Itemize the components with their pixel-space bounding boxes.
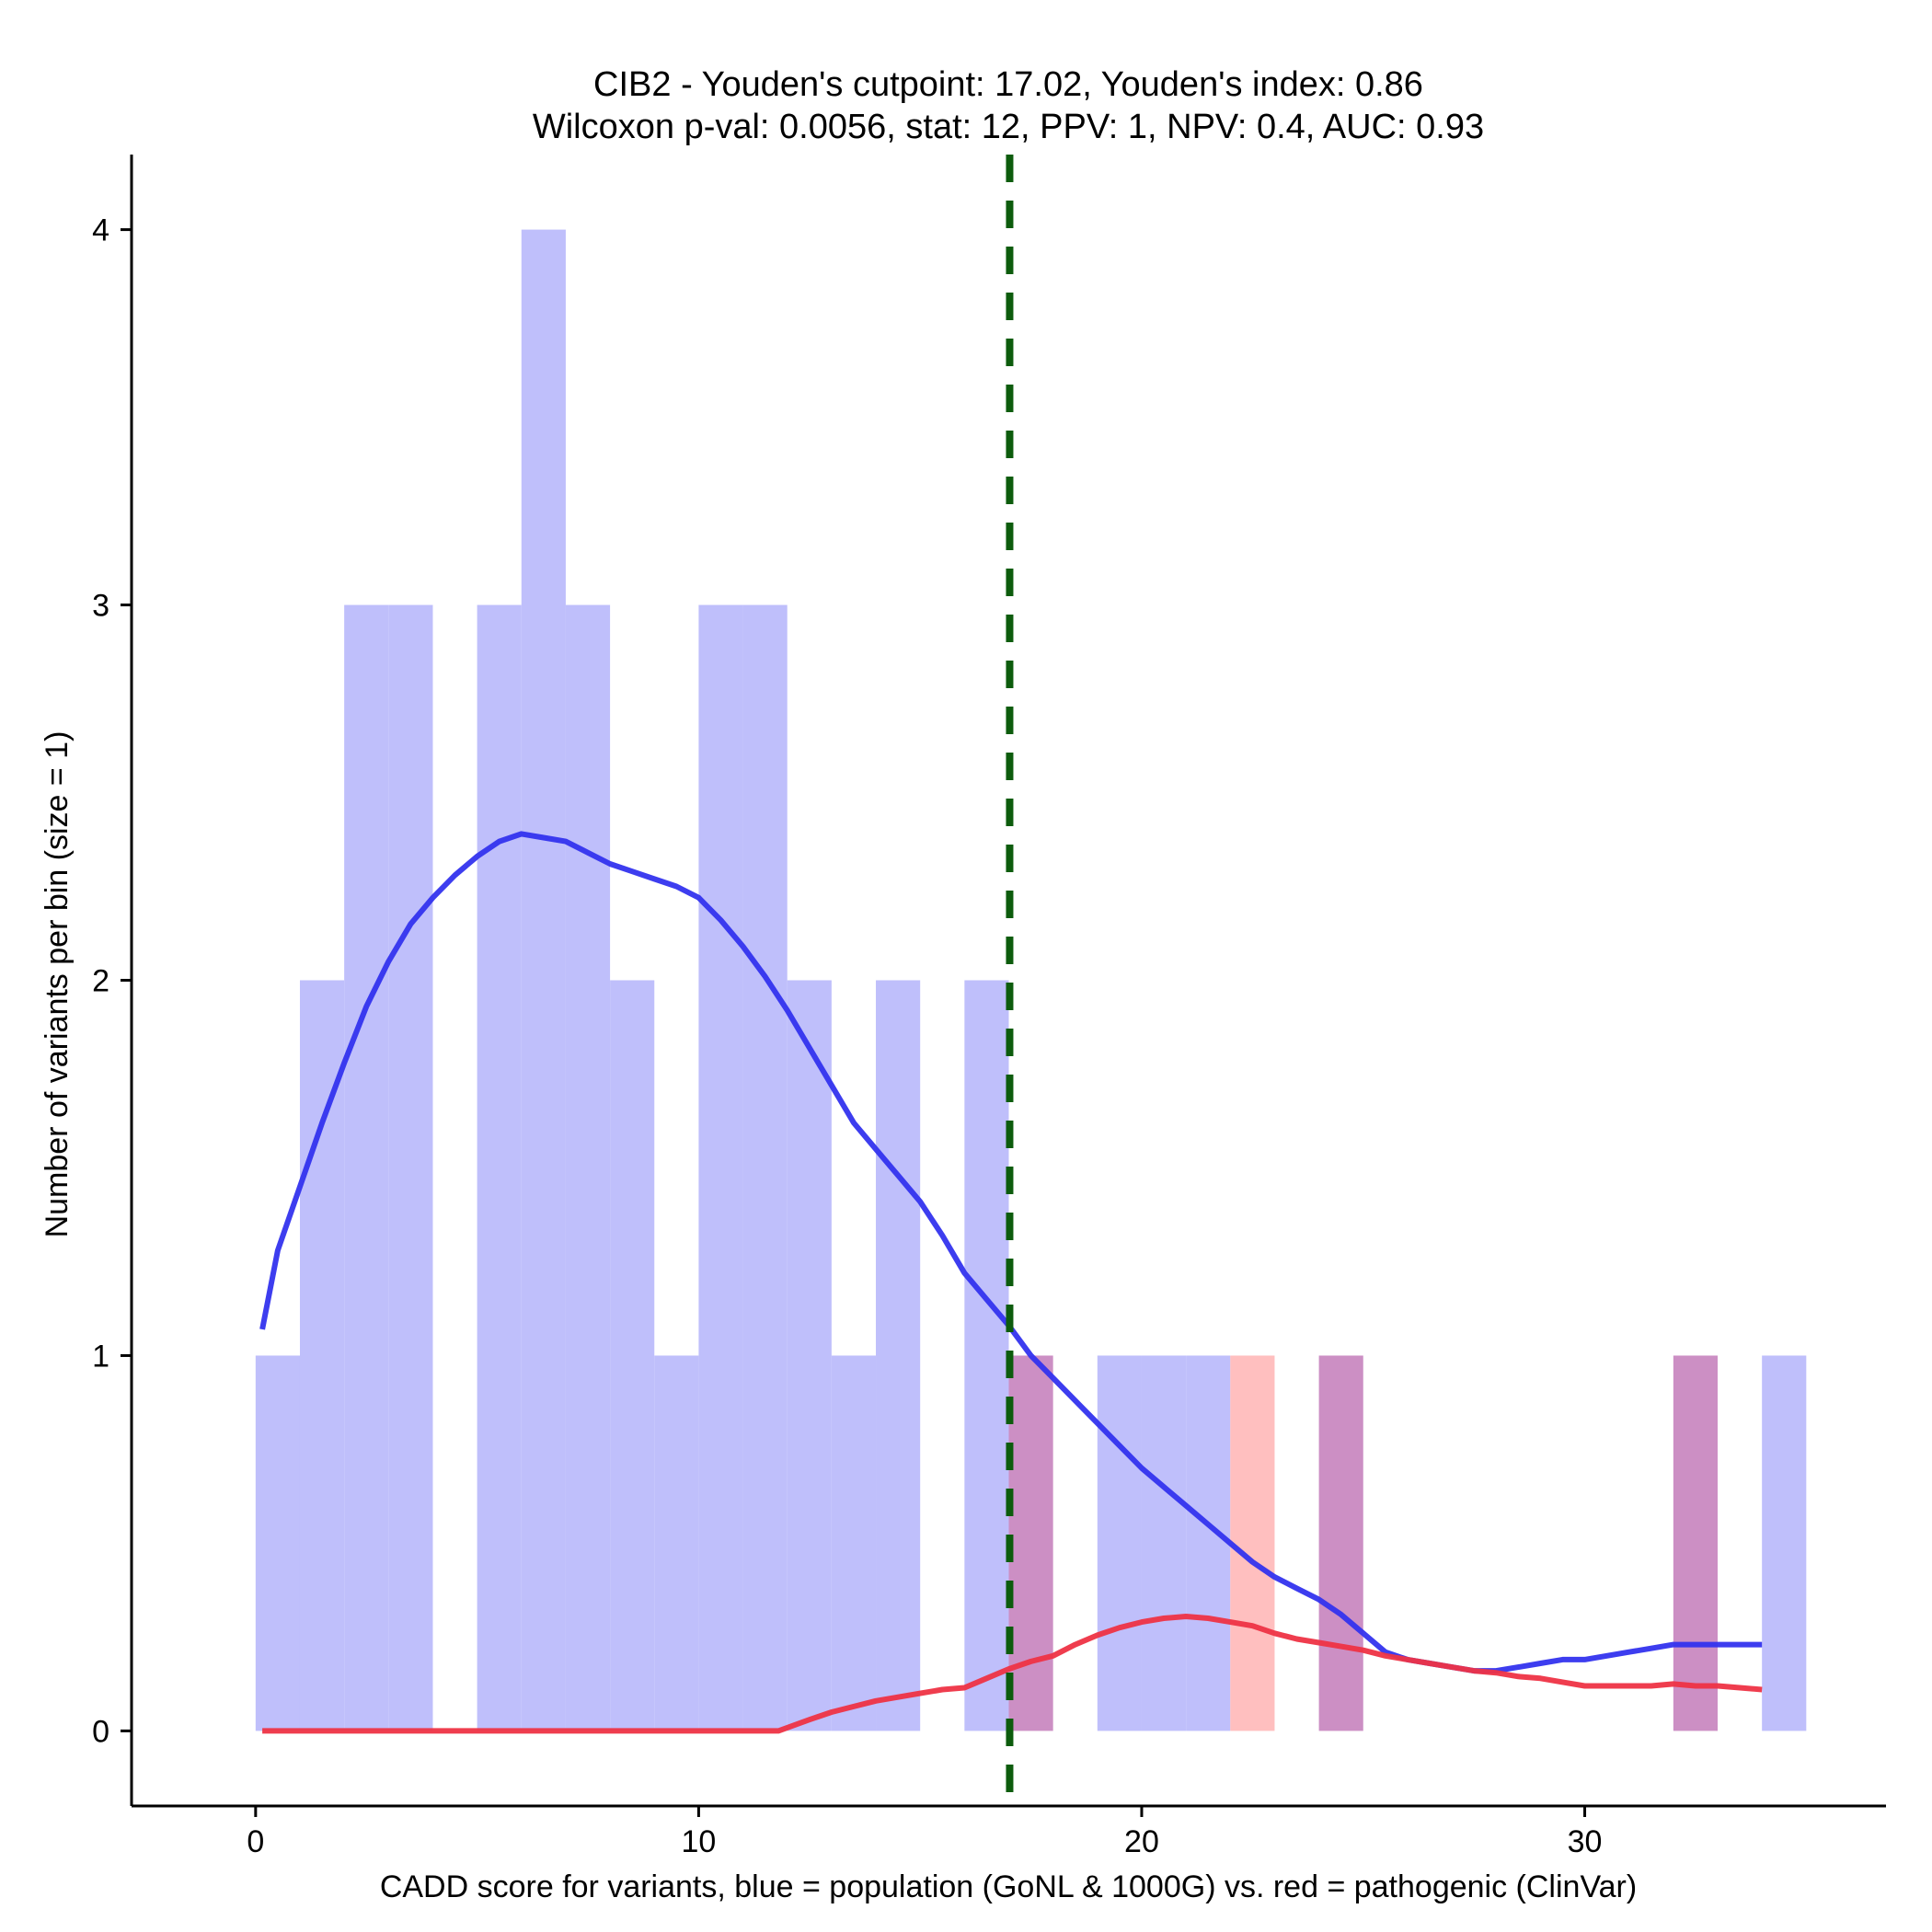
population-bar	[698, 604, 743, 1731]
population-bar	[388, 604, 433, 1731]
x-tick-label: 0	[247, 1824, 264, 1859]
population-bar	[299, 980, 345, 1731]
population-bar	[831, 1355, 877, 1731]
y-tick-label: 2	[92, 964, 109, 999]
pathogenic-density-line	[262, 1614, 1763, 1734]
histogram-bars	[255, 229, 1807, 1731]
population-bar	[1141, 1355, 1187, 1731]
population-bar	[1097, 1355, 1142, 1731]
population-bar	[964, 980, 1009, 1731]
y-tick-label: 0	[92, 1714, 109, 1749]
chart-title-line-1: CIB2 - Youden's cutpoint: 17.02, Youden'…	[593, 65, 1423, 104]
x-axis-label: CADD score for variants, blue = populati…	[380, 1869, 1637, 1904]
x-tick-label: 20	[1124, 1824, 1159, 1859]
overlap-bar	[1673, 1355, 1719, 1731]
y-axis-label: Number of variants per bin (size = 1)	[40, 731, 75, 1238]
population-bar	[255, 1355, 300, 1731]
population-bar	[1762, 1355, 1807, 1731]
x-tick-label: 10	[681, 1824, 716, 1859]
population-bar	[477, 604, 522, 1731]
population-bar	[610, 980, 655, 1731]
population-bar	[876, 980, 921, 1731]
chart-title-line-2: Wilcoxon p-val: 0.0056, stat: 12, PPV: 1…	[533, 108, 1484, 146]
pathogenic-bar	[1230, 1355, 1275, 1731]
population-bar	[344, 604, 389, 1731]
axes: 0 10 20 30 0 1 2 3 4	[92, 155, 1886, 1859]
population-bar	[565, 604, 611, 1731]
x-tick-label: 30	[1568, 1824, 1603, 1859]
y-tick-label: 3	[92, 589, 109, 624]
overlap-bar	[1318, 1355, 1363, 1731]
population-bar	[742, 604, 788, 1731]
population-bar	[654, 1355, 699, 1731]
population-bar	[521, 229, 566, 1731]
y-tick-label: 1	[92, 1339, 109, 1374]
population-bar	[1186, 1355, 1231, 1731]
overlap-bar	[1008, 1355, 1053, 1731]
y-tick-label: 4	[92, 213, 109, 248]
population-bar	[787, 980, 832, 1731]
